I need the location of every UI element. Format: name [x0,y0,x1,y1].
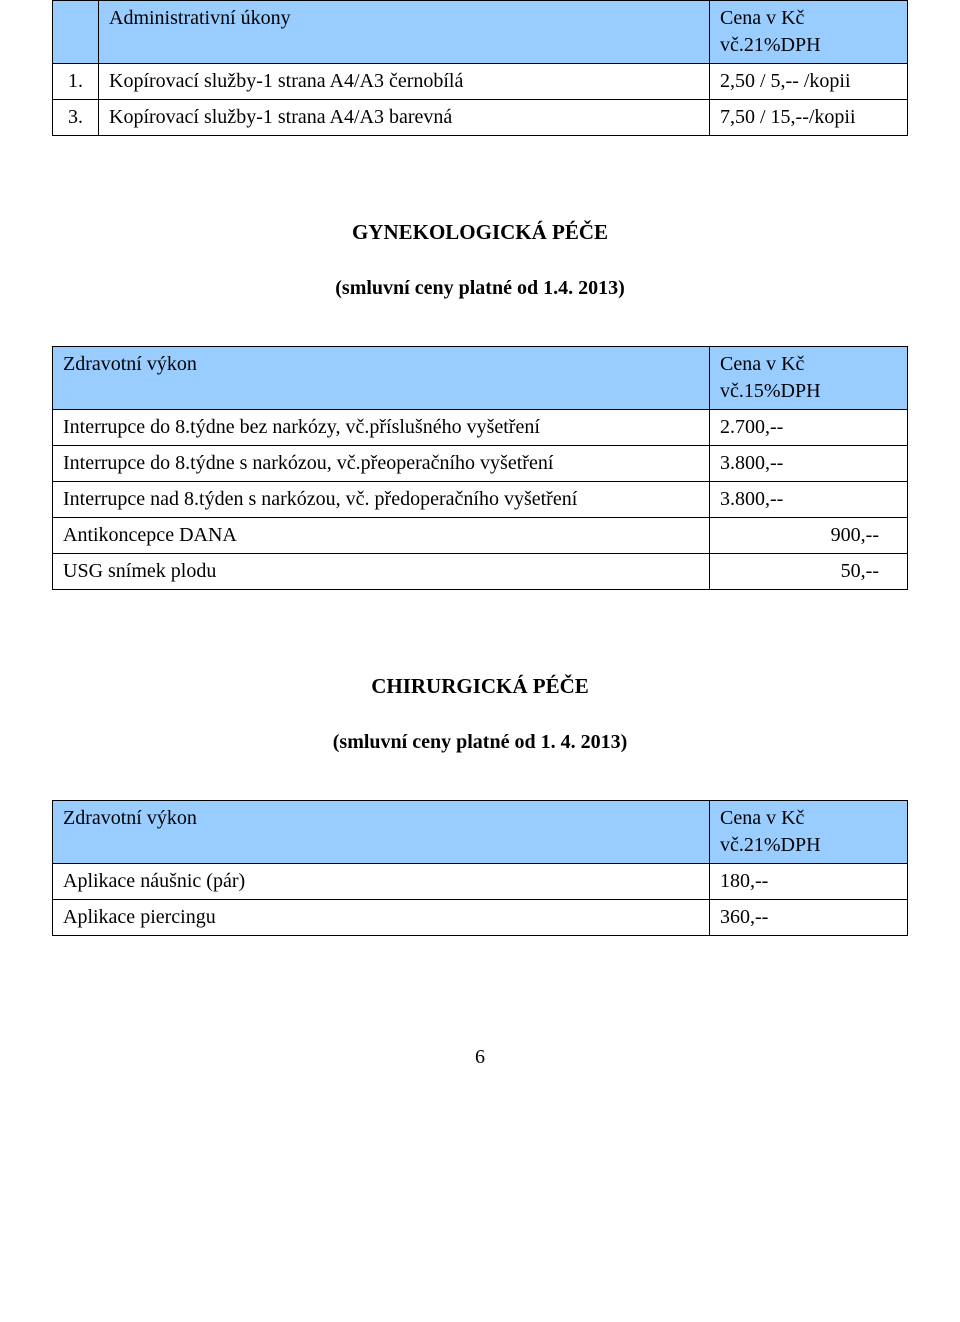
table-row: Interrupce do 8.týdne bez narkózy, vč.př… [53,410,908,446]
table-row: Interrupce do 8.týdne s narkózou, vč.pře… [53,446,908,482]
row-num: 3. [53,100,99,136]
header-price-cell: Cena v Kčvč.21%DPH [710,1,908,64]
admin-services-table: Administrativní úkony Cena v Kčvč.21%DPH… [52,0,908,136]
row-desc: Antikoncepce DANA [53,518,710,554]
gyneco-table: Zdravotní výkon Cena v Kčvč.15%DPH Inter… [52,346,908,590]
header-num-cell [53,1,99,64]
row-desc: USG snímek plodu [53,554,710,590]
row-num: 1. [53,64,99,100]
page-number: 6 [52,1046,908,1069]
header-price-cell: Cena v Kčvč.15%DPH [710,347,908,410]
chirurg-subtitle: (smluvní ceny platné od 1. 4. 2013) [52,731,908,754]
row-price: 180,-- [710,864,908,900]
row-price: 7,50 / 15,--/kopii [710,100,908,136]
header-desc-cell: Administrativní úkony [99,1,710,64]
row-desc: Interrupce do 8.týdne bez narkózy, vč.př… [53,410,710,446]
row-desc: Interrupce nad 8.týden s narkózou, vč. p… [53,482,710,518]
table-row: 1. Kopírovací služby-1 strana A4/A3 čern… [53,64,908,100]
table-row: 3. Kopírovací služby-1 strana A4/A3 bare… [53,100,908,136]
row-price: 3.800,-- [710,482,908,518]
gyneco-subtitle: (smluvní ceny platné od 1.4. 2013) [52,277,908,300]
row-price: 900,-- [710,518,908,554]
row-desc: Interrupce do 8.týdne s narkózou, vč.pře… [53,446,710,482]
table-row: USG snímek plodu 50,-- [53,554,908,590]
table-row: Aplikace piercingu 360,-- [53,900,908,936]
table-header-row: Zdravotní výkon Cena v Kčvč.15%DPH [53,347,908,410]
chirurg-table: Zdravotní výkon Cena v Kčvč.21%DPH Aplik… [52,800,908,936]
row-desc: Aplikace piercingu [53,900,710,936]
row-price: 2,50 / 5,-- /kopii [710,64,908,100]
row-price: 360,-- [710,900,908,936]
header-desc-cell: Zdravotní výkon [53,347,710,410]
header-desc-cell: Zdravotní výkon [53,801,710,864]
row-price: 50,-- [710,554,908,590]
chirurg-title: CHIRURGICKÁ PÉČE [52,674,908,699]
header-price-cell: Cena v Kčvč.21%DPH [710,801,908,864]
table-header-row: Administrativní úkony Cena v Kčvč.21%DPH [53,1,908,64]
table-row: Aplikace náušnic (pár) 180,-- [53,864,908,900]
row-desc: Aplikace náušnic (pár) [53,864,710,900]
row-desc: Kopírovací služby-1 strana A4/A3 barevná [99,100,710,136]
document-page: Administrativní úkony Cena v Kčvč.21%DPH… [0,0,960,1109]
table-row: Antikoncepce DANA 900,-- [53,518,908,554]
table-row: Interrupce nad 8.týden s narkózou, vč. p… [53,482,908,518]
row-price: 3.800,-- [710,446,908,482]
gyneco-title: GYNEKOLOGICKÁ PÉČE [52,220,908,245]
row-price: 2.700,-- [710,410,908,446]
row-desc: Kopírovací služby-1 strana A4/A3 černobí… [99,64,710,100]
table-header-row: Zdravotní výkon Cena v Kčvč.21%DPH [53,801,908,864]
